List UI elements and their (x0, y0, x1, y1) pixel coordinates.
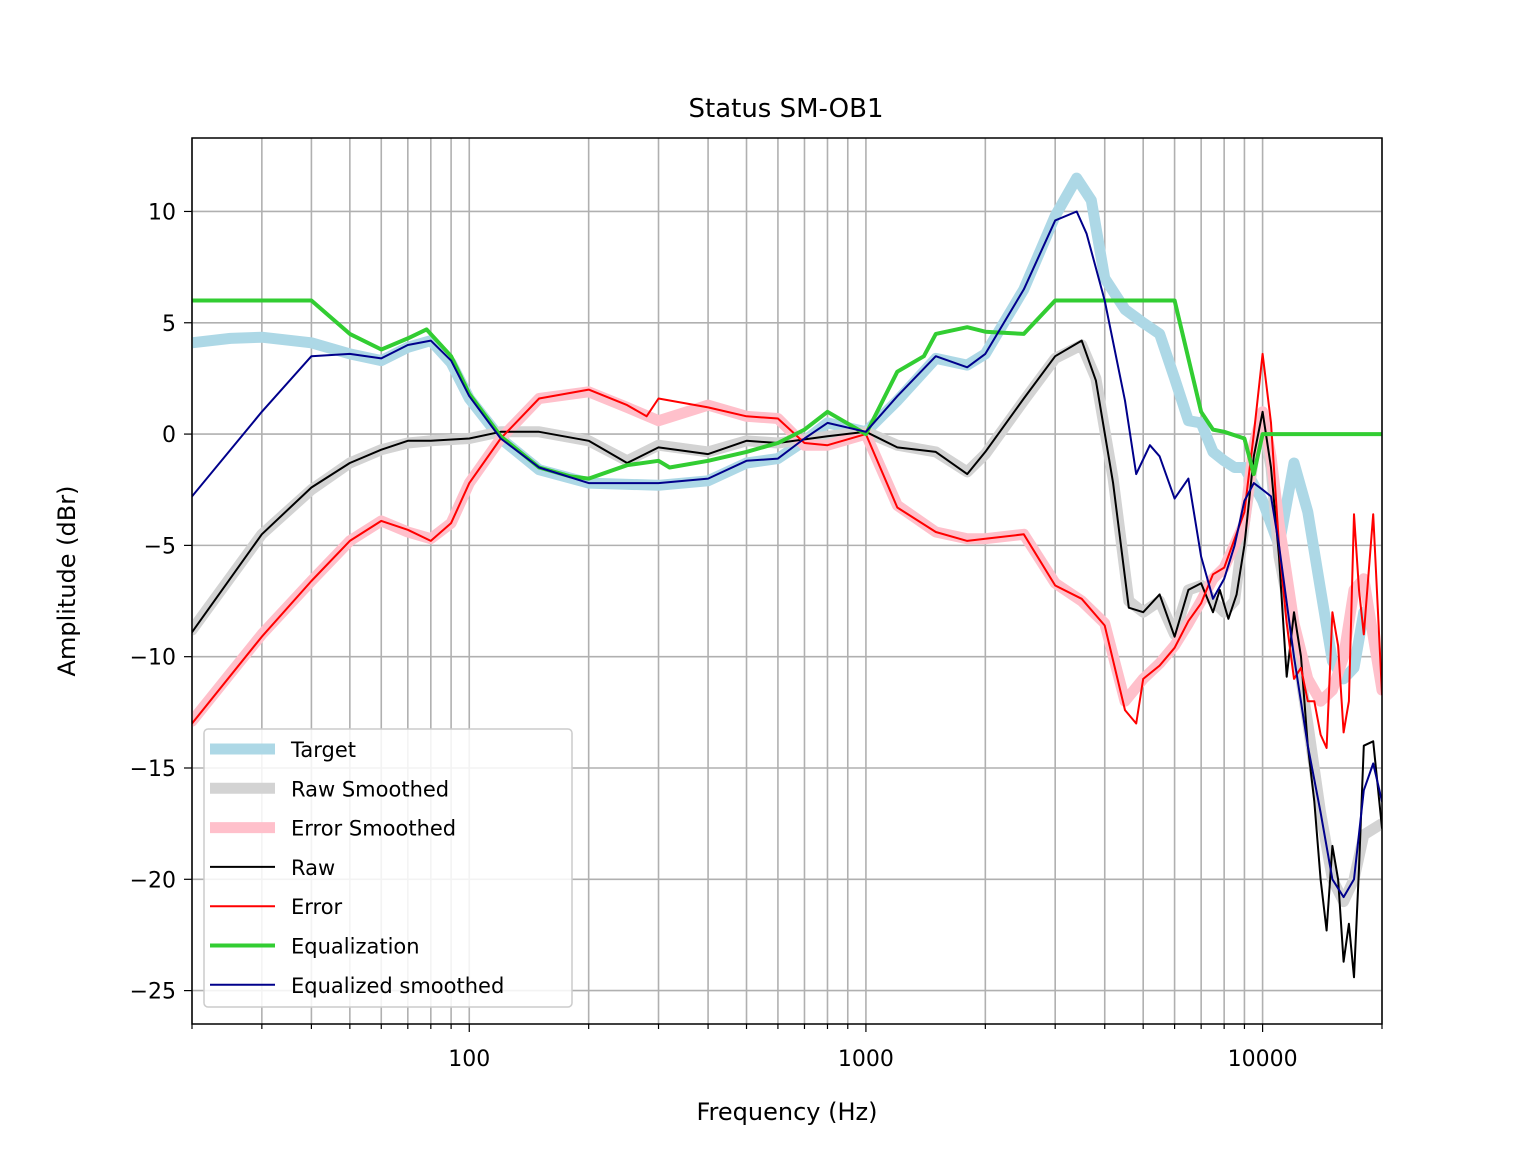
grid (191, 138, 1383, 1024)
legend-label: Raw Smoothed (291, 777, 449, 801)
x-tick-label: 100 (448, 1047, 490, 1072)
legend-label: Equalized smoothed (291, 974, 504, 998)
y-tick-label: 0 (162, 423, 176, 448)
x-tick-label: 1000 (838, 1047, 894, 1072)
series-line-raw (192, 339, 1382, 979)
legend-label: Equalization (291, 935, 420, 959)
y-tick-label: 5 (162, 312, 176, 337)
y-tick-label: −15 (130, 757, 176, 782)
plot-frame (191, 137, 1383, 1025)
y-tick-label: −10 (130, 646, 176, 671)
ticks: 10 5 0 −5 −10 −15 −20 −25 100 1000 10000 (130, 200, 1383, 1072)
y-axis-label: Amplitude (dBr) (53, 486, 81, 677)
series-line-equalized-smoothed (192, 210, 1382, 899)
y-tick-label: −20 (130, 868, 176, 893)
chart-title: Status SM-OB1 (689, 94, 884, 124)
y-tick-label: −5 (144, 534, 176, 559)
legend-label: Error (291, 895, 343, 919)
legend: Target Raw Smoothed Error Smoothed Raw Error… (203, 728, 573, 1008)
x-tick-label: 10000 (1228, 1047, 1298, 1072)
series-line-equalization (192, 298, 1382, 481)
legend-box (203, 728, 573, 1008)
legend-label: Raw (291, 856, 335, 880)
series-layer (192, 172, 1382, 979)
y-tick-label: 10 (148, 200, 176, 225)
legend-label: Target (290, 738, 356, 762)
legend-label: Error Smoothed (291, 817, 456, 841)
series-line-error (192, 352, 1382, 749)
x-axis-label: Frequency (Hz) (697, 1098, 878, 1126)
y-tick-label: −25 (130, 980, 176, 1005)
